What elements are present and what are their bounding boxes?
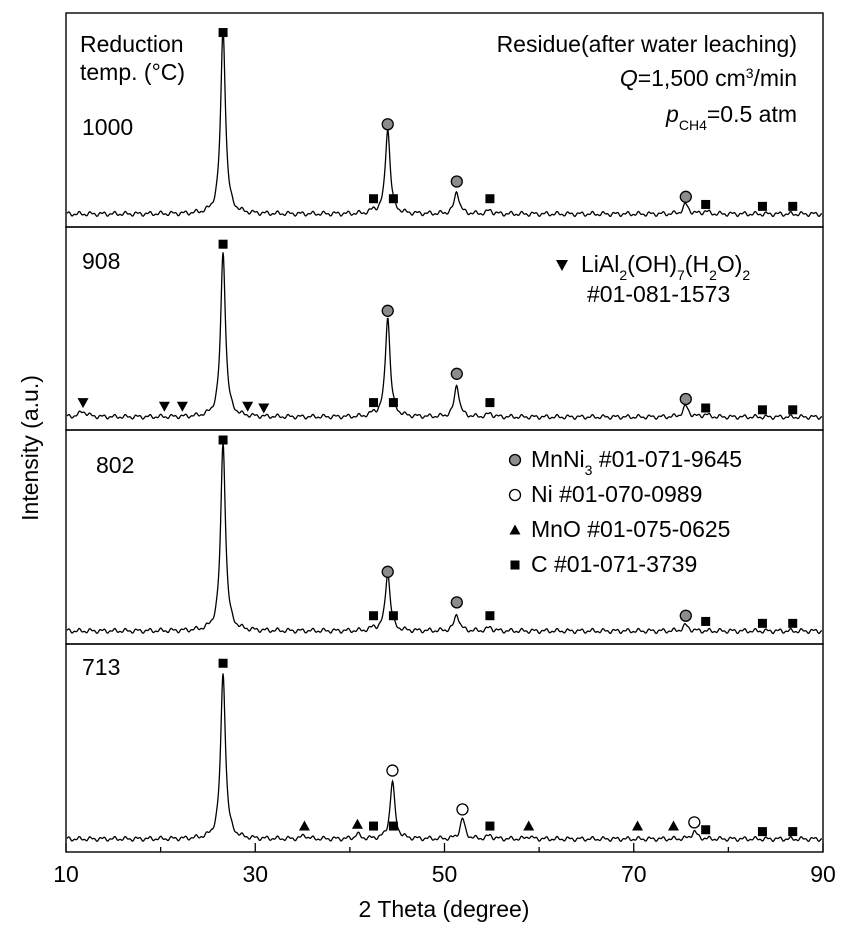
panel-title-line2: temp. (°C)	[80, 59, 185, 85]
peak-marker-908-12	[701, 403, 711, 413]
phase-legend: MnNi3 #01-071-9645 Ni #01-070-0989 MnO #01…	[508, 446, 742, 577]
peak-marker-908-8	[258, 403, 270, 414]
legend-lial-card: #01-081-1573	[587, 281, 730, 307]
peak-marker-713-13	[757, 827, 767, 837]
peak-marker-908-1	[381, 304, 394, 317]
peak-marker-1000-6	[485, 194, 495, 204]
axes-layer: 10 30 50 70 90	[53, 843, 836, 887]
peak-marker-802-8	[757, 618, 767, 628]
peak-marker-1000-3	[679, 190, 692, 203]
peak-marker-713-6	[369, 821, 379, 831]
peak-marker-802-0	[218, 435, 228, 445]
peak-marker-908-9	[369, 398, 379, 408]
peak-marker-908-10	[388, 398, 398, 408]
x-tick-label-10: 10	[53, 861, 79, 887]
peak-marker-713-4	[298, 820, 310, 831]
peak-marker-1000-1	[381, 118, 394, 131]
x-tick-label-30: 30	[242, 861, 268, 887]
peak-marker-908-5	[158, 401, 170, 412]
peak-marker-1000-8	[757, 201, 767, 211]
peak-marker-713-10	[632, 820, 644, 831]
peak-marker-713-9	[523, 820, 535, 831]
xrd-pattern-908	[66, 252, 823, 421]
peak-marker-802-5	[388, 611, 398, 621]
peak-marker-1000-9	[788, 201, 798, 211]
conditions-flow: Q=1,500 cm3/min	[620, 65, 797, 91]
peak-marker-802-6	[485, 611, 495, 621]
peak-marker-1000-0	[218, 28, 228, 38]
peak-marker-713-1	[386, 764, 399, 777]
peak-marker-802-3	[679, 609, 692, 622]
conditions-pressure: pCH4=0.5 atm	[665, 101, 797, 133]
peak-marker-802-7	[701, 616, 711, 626]
peak-marker-908-13	[757, 405, 767, 415]
peak-marker-713-7	[388, 821, 398, 831]
legend-label-3: C #01-071-3739	[531, 551, 697, 577]
peak-marker-713-3	[688, 816, 701, 829]
x-axis-label: 2 Theta (degree)	[359, 896, 530, 922]
peak-marker-802-4	[369, 611, 379, 621]
conditions-line1: Residue(after water leaching)	[497, 31, 797, 57]
legend-entry-3: C #01-071-3739	[510, 551, 697, 577]
peak-marker-1000-7	[701, 199, 711, 209]
peak-marker-1000-2	[450, 175, 463, 188]
peak-marker-908-3	[679, 392, 692, 406]
legend-label-2: MnO #01-075-0625	[531, 516, 730, 542]
legend-label-0: MnNi3 #01-071-9645	[531, 446, 742, 478]
peak-marker-1000-5	[388, 194, 398, 204]
peak-marker-908-14	[788, 405, 798, 415]
peak-marker-713-8	[485, 821, 495, 831]
peak-marker-713-11	[667, 820, 679, 831]
legend-marker-1	[508, 488, 522, 502]
peak-marker-908-6	[176, 401, 188, 412]
y-axis-label: Intensity (a.u.)	[17, 375, 43, 521]
legend-marker-3	[510, 560, 520, 570]
legend-lial-marker	[556, 260, 568, 271]
panel-802: 802	[65, 429, 824, 645]
peak-marker-802-2	[450, 596, 463, 609]
panel-908: 908	[65, 226, 824, 431]
peak-marker-908-11	[485, 398, 495, 408]
panel-frame	[65, 226, 824, 431]
series-label-802: 802	[96, 452, 134, 478]
peak-marker-713-2	[456, 803, 469, 816]
peak-marker-713-14	[788, 827, 798, 837]
legend-label-1: Ni #01-070-0989	[531, 481, 702, 507]
series-label-1000: 1000	[82, 114, 133, 140]
x-tick-label-50: 50	[432, 861, 458, 887]
peak-marker-802-9	[788, 618, 798, 628]
peak-marker-908-7	[242, 401, 254, 412]
peak-marker-713-0	[218, 658, 228, 668]
x-ticks: 10 30 50 70 90	[53, 843, 836, 887]
legend-marker-0	[508, 453, 522, 467]
legend-entry-0: MnNi3 #01-071-9645	[508, 446, 742, 478]
panel-frame	[65, 643, 824, 853]
xrd-pattern-802	[66, 442, 823, 635]
xrd-pattern-713	[66, 673, 823, 843]
legend-marker-2	[509, 524, 521, 535]
legend-entry-1: Ni #01-070-0989	[508, 481, 702, 507]
peak-marker-908-4	[77, 398, 89, 409]
series-label-908: 908	[82, 248, 120, 274]
legend-lial-formula: LiAl2(OH)7(H2O)2	[581, 251, 750, 283]
legend-lial: LiAl2(OH)7(H2O)2 #01-081-1573	[556, 251, 750, 307]
panel-title-line1: Reduction	[80, 31, 184, 57]
peak-marker-802-1	[381, 565, 394, 578]
x-tick-label-90: 90	[810, 861, 836, 887]
peak-marker-908-0	[218, 239, 228, 249]
legend-entry-2: MnO #01-075-0625	[509, 516, 730, 542]
peak-marker-908-2	[450, 367, 463, 380]
x-tick-label-70: 70	[621, 861, 647, 887]
panel-713: 713	[65, 643, 824, 853]
peak-marker-1000-4	[369, 194, 379, 204]
peak-marker-713-12	[701, 825, 711, 835]
panels-layer: 1000 908 802 713	[65, 12, 824, 853]
peak-marker-713-5	[351, 818, 363, 829]
xrd-pattern-1000	[66, 29, 823, 218]
series-label-713: 713	[82, 654, 120, 680]
